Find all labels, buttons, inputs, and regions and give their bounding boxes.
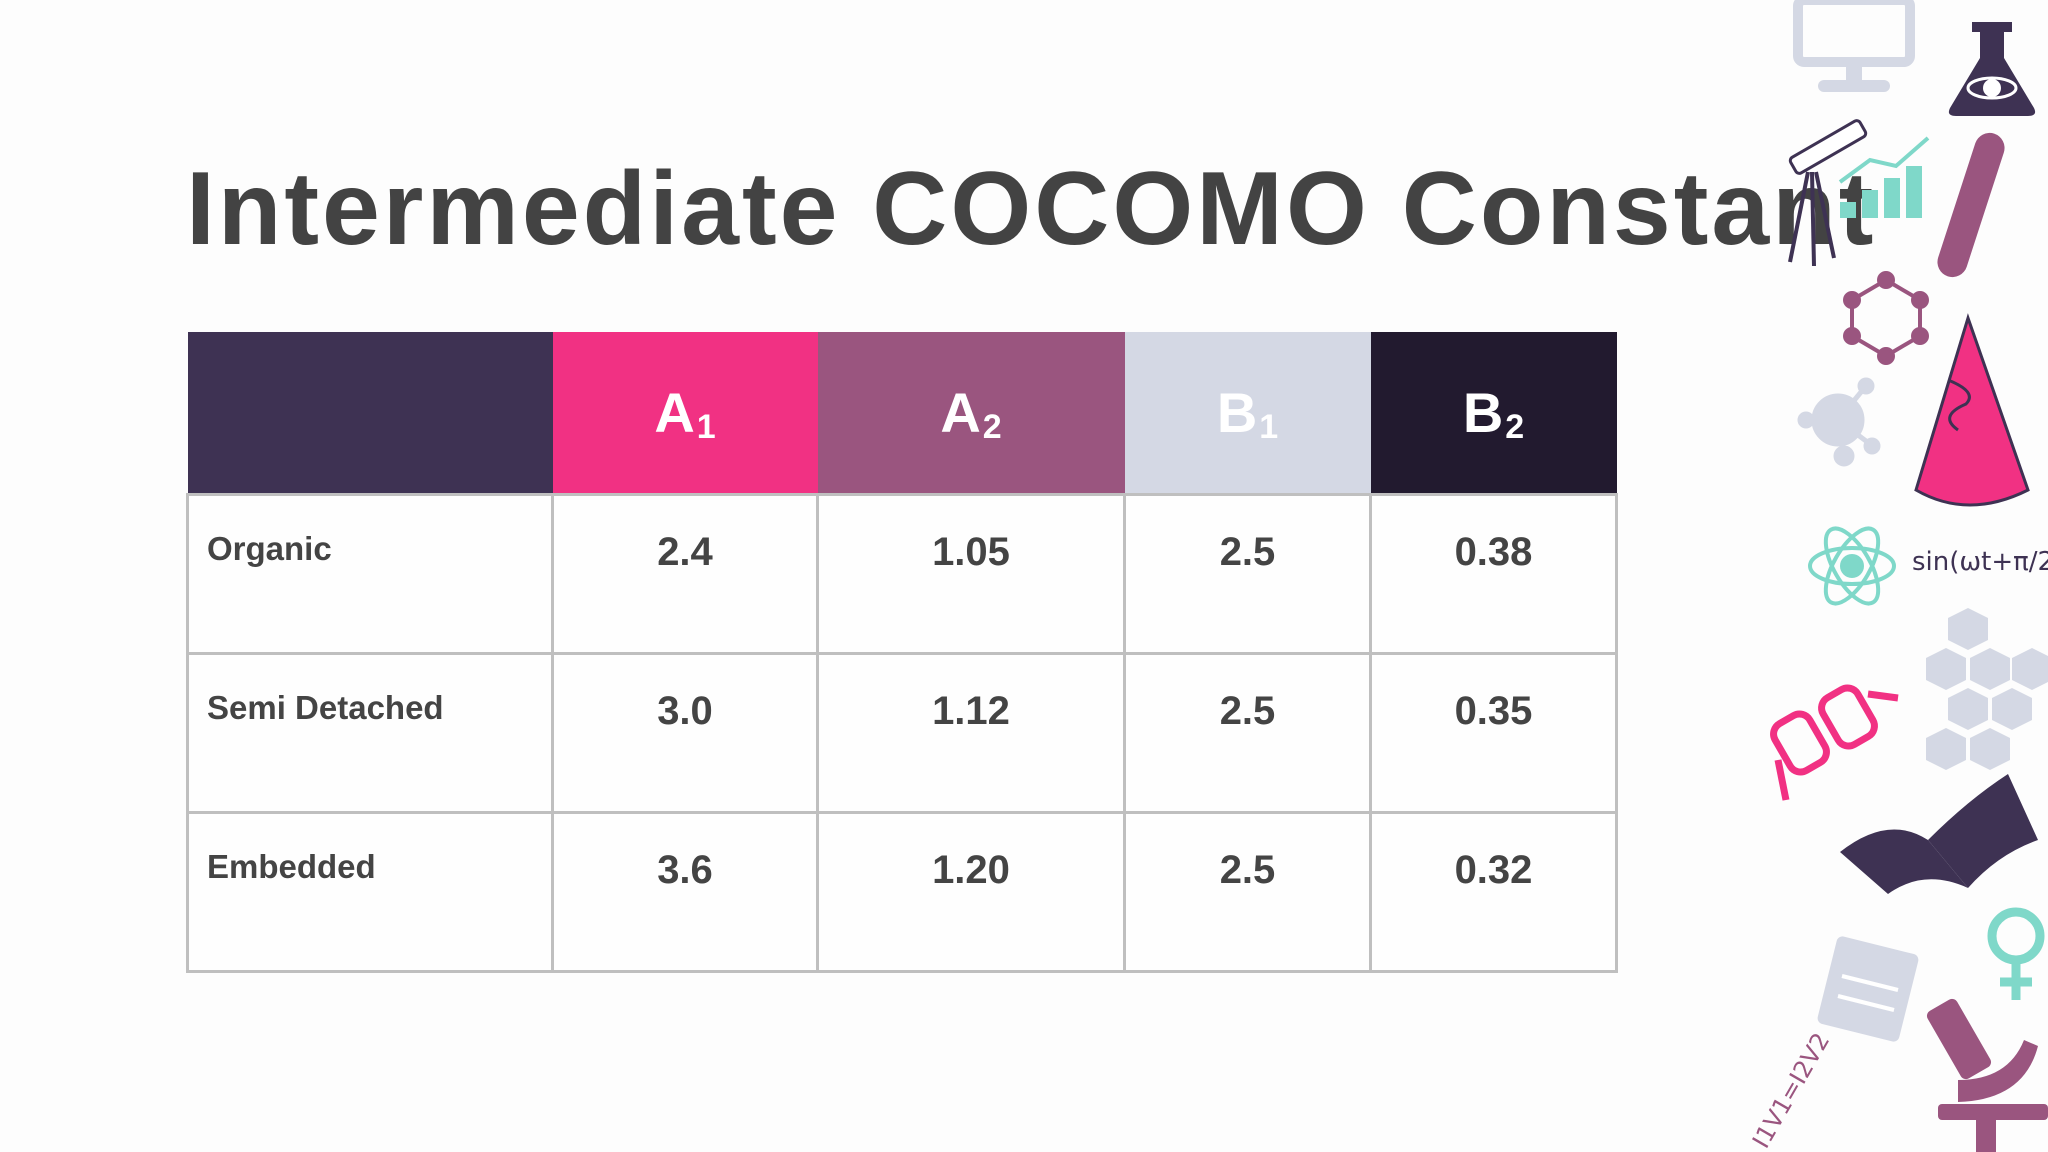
- table-row: Semi Detached 3.0 1.12 2.5 0.35: [186, 652, 1618, 814]
- equation-text: I1V1=I2V2: [1748, 1028, 1835, 1152]
- virus-icon: [1797, 377, 1881, 467]
- header-a2-main: A: [940, 381, 981, 444]
- cell-b1: 2.5: [1123, 811, 1372, 973]
- glasses-icon: [1770, 684, 1899, 801]
- header-label-cell: [187, 332, 553, 495]
- header-a2: A2: [817, 332, 1125, 495]
- molecule-icon: [1843, 271, 1929, 365]
- row-label: Embedded: [186, 811, 554, 973]
- constants-table: A1 A2 B1 B2 Organic 2.4 1.05 2.5 0.38 Se…: [186, 332, 1618, 973]
- female-symbol-icon: [1987, 907, 2045, 1000]
- slide-title: Intermediate COCOMO Constant: [186, 151, 1877, 267]
- cell-b1: 2.5: [1123, 493, 1372, 655]
- row-label: Organic: [186, 493, 554, 655]
- cell-b2: 0.38: [1369, 493, 1618, 655]
- cell-b2: 0.32: [1369, 811, 1618, 973]
- header-b1-sub: 1: [1259, 408, 1279, 446]
- header-a1: A1: [552, 332, 818, 495]
- notepad-icon: [1817, 936, 1919, 1042]
- row-label: Semi Detached: [186, 652, 554, 814]
- table-header-row: A1 A2 B1 B2: [187, 332, 1617, 495]
- test-tube-icon: [1937, 132, 2005, 278]
- cell-a2: 1.05: [816, 493, 1126, 655]
- header-b2-sub: 2: [1505, 408, 1525, 446]
- book-icon: [1840, 774, 2038, 894]
- header-a1-main: A: [654, 381, 695, 444]
- header-b2-main: B: [1462, 381, 1504, 444]
- science-decoration: sin(ωt+π/2): [1748, 0, 2048, 1152]
- cone-icon: [1914, 313, 2030, 507]
- cell-a1: 3.6: [551, 811, 819, 973]
- cell-a1: 2.4: [551, 493, 819, 655]
- table-row: Embedded 3.6 1.20 2.5 0.32: [186, 811, 1618, 973]
- cell-a2: 1.20: [816, 811, 1126, 973]
- cell-a2: 1.12: [816, 652, 1126, 814]
- cell-b1: 2.5: [1123, 652, 1372, 814]
- header-b1: B1: [1124, 332, 1371, 495]
- honeycomb-icon: [1926, 608, 2048, 770]
- cell-b2: 0.35: [1369, 652, 1618, 814]
- header-a2-sub: 2: [982, 408, 1002, 446]
- bar-chart-icon: [1838, 136, 1930, 218]
- header-b1-main: B: [1216, 381, 1258, 444]
- monitor-icon: [1793, 0, 1915, 92]
- table-row: Organic 2.4 1.05 2.5 0.38: [186, 493, 1618, 655]
- header-b2: B2: [1370, 332, 1617, 495]
- microscope-icon: [1926, 998, 2048, 1152]
- formula-text: sin(ωt+π/2): [1912, 547, 2048, 577]
- header-a1-sub: 1: [696, 408, 716, 446]
- cell-a1: 3.0: [551, 652, 819, 814]
- atom-icon: [1808, 526, 1896, 606]
- flask-icon: [1948, 22, 2036, 116]
- telescope-icon: [1788, 119, 1868, 267]
